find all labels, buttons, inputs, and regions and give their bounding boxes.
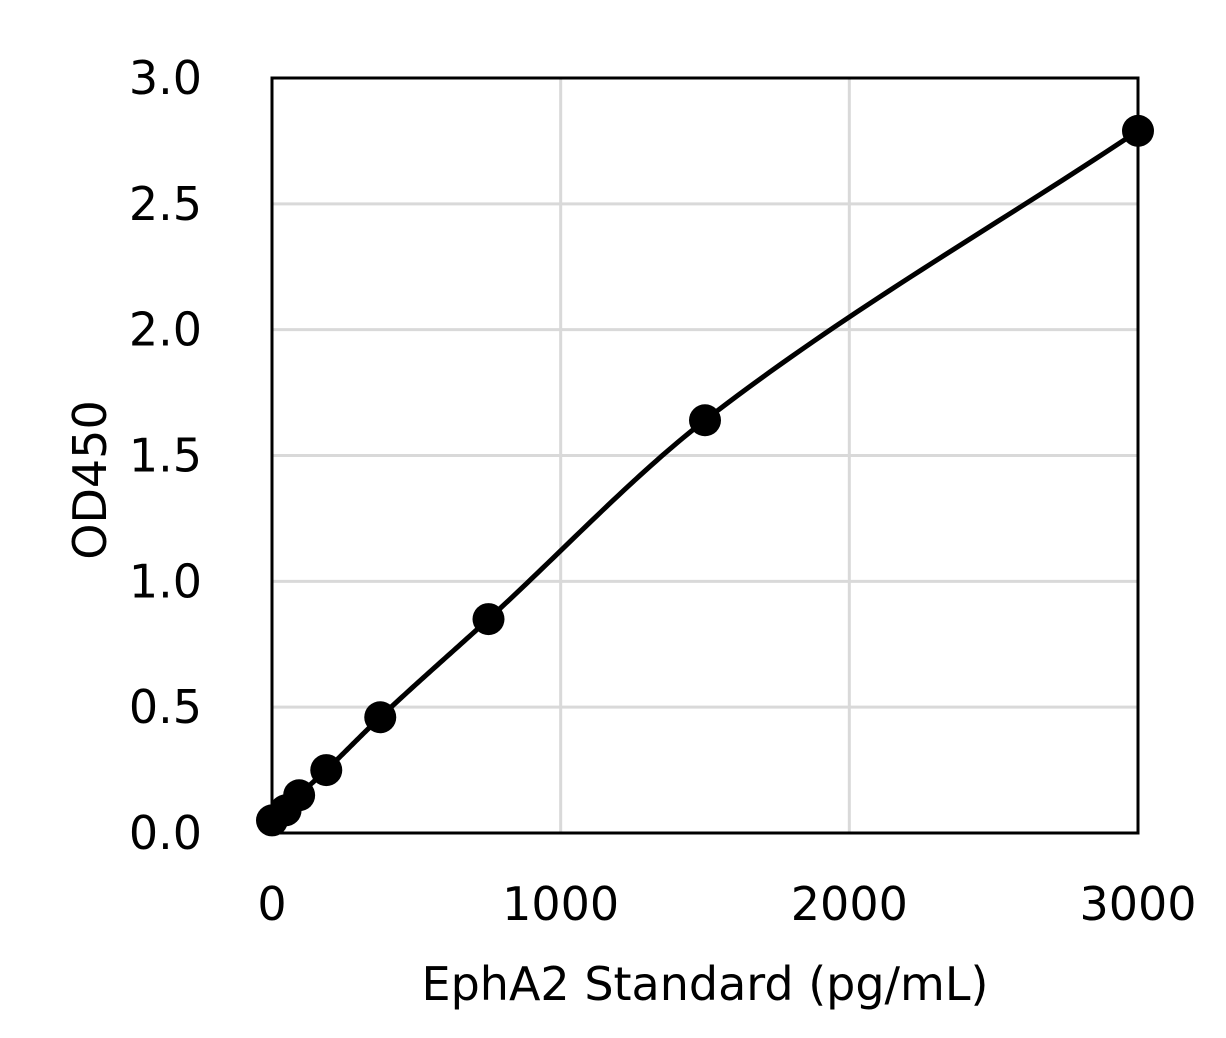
- x-tick-label: 2000: [791, 877, 908, 931]
- x-tick-labels: 0 1000 2000 3000: [257, 877, 1196, 931]
- data-point: [364, 701, 397, 734]
- x-tick-label: 0: [257, 877, 286, 931]
- fit-curve-path: [269, 128, 1141, 823]
- fit-curve: [269, 128, 1141, 823]
- data-point: [472, 603, 505, 636]
- data-point: [689, 404, 721, 437]
- plot-area-frame: [270, 76, 1140, 835]
- x-axis-title: EphA2 Standard (pg/mL): [422, 957, 989, 1011]
- y-tick-label: 1.5: [129, 429, 202, 483]
- x-tick-label: 1000: [502, 877, 619, 931]
- y-tick-label: 0.0: [129, 806, 202, 860]
- data-points: [256, 114, 1154, 837]
- grid-lines: [272, 78, 1138, 833]
- y-tick-label: 2.5: [129, 177, 202, 231]
- y-tick-label: 0.5: [129, 680, 202, 734]
- y-tick-label: 1.0: [129, 554, 202, 608]
- y-tick-label: 3.0: [129, 51, 202, 105]
- y-tick-label: 2.0: [129, 303, 202, 357]
- data-point: [1122, 114, 1154, 147]
- data-point: [283, 779, 316, 812]
- data-point: [310, 754, 343, 787]
- y-tick-labels: 0.0 0.5 1.0 1.5 2.0 2.5 3.0: [129, 51, 202, 860]
- y-axis-title: OD450: [63, 400, 117, 559]
- x-tick-label: 3000: [1079, 877, 1196, 931]
